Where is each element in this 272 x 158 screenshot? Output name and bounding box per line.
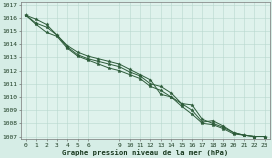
X-axis label: Graphe pression niveau de la mer (hPa): Graphe pression niveau de la mer (hPa) [62, 149, 228, 156]
